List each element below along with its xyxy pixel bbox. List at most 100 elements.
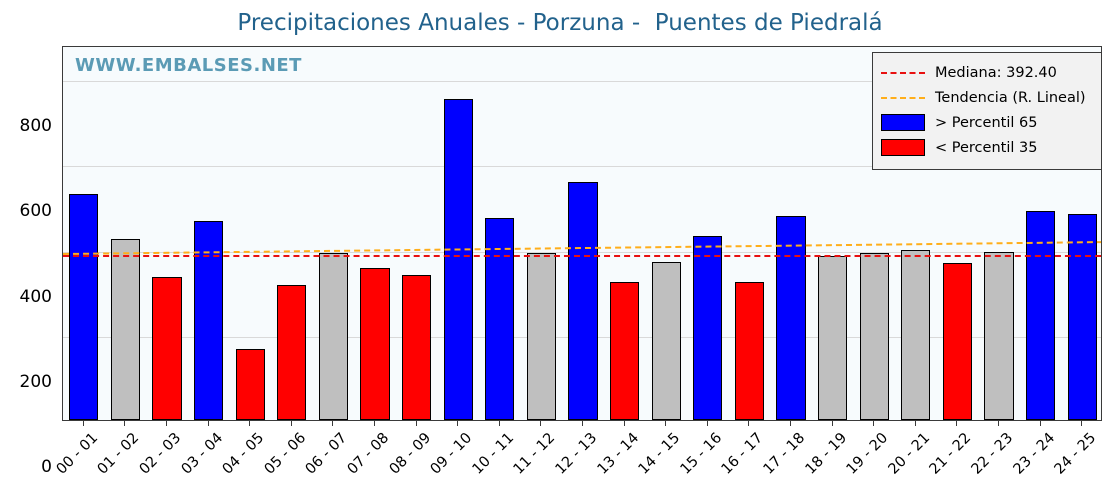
bar xyxy=(194,221,224,420)
x-tick-label: 09 - 10 xyxy=(427,430,476,478)
bar xyxy=(610,281,640,420)
x-tick-mark xyxy=(415,421,417,426)
x-tick-mark xyxy=(790,421,791,426)
x-tick-mark xyxy=(1081,421,1083,426)
bar xyxy=(1067,213,1097,420)
y-tick-label: 200 xyxy=(19,371,52,392)
x-tick-label: 06 - 07 xyxy=(303,430,351,478)
y-tick-label: 600 xyxy=(19,201,52,222)
x-tick-mark xyxy=(457,421,459,426)
x-tick-label: 21 - 22 xyxy=(927,430,975,478)
x-tick-label: 02 - 03 xyxy=(136,430,185,478)
x-tick-label: 18 - 19 xyxy=(802,430,850,478)
x-tick-label: 22 - 23 xyxy=(968,430,1017,478)
y-axis: 0 200 400 600 800 xyxy=(0,46,1120,477)
x-tick-mark xyxy=(914,421,916,426)
x-tick-mark xyxy=(540,421,542,426)
x-tick-label: 19 - 20 xyxy=(843,430,892,478)
x-tick-mark xyxy=(332,421,334,426)
x-tick-mark xyxy=(82,421,84,426)
x-tick-mark xyxy=(956,421,958,426)
x-tick-mark xyxy=(124,421,126,426)
x-tick-label: 15 - 16 xyxy=(677,430,726,478)
bar xyxy=(110,238,140,420)
x-tick-mark xyxy=(207,421,209,426)
legend-item-median-line: Mediana: 392.40 xyxy=(881,60,1093,85)
x-tick-mark xyxy=(831,421,833,426)
x-tick-label: 17 - 18 xyxy=(760,430,809,478)
bar xyxy=(776,216,806,420)
x-tick-label: 13 - 14 xyxy=(594,430,642,478)
x-tick-mark xyxy=(873,421,875,426)
x-tick-mark xyxy=(374,421,375,426)
bar xyxy=(901,250,931,420)
x-tick-label: 04 - 05 xyxy=(219,430,268,478)
legend-label: > Percentil 65 xyxy=(935,114,1038,131)
legend-item-low-bars: < Percentil 35 xyxy=(881,135,1093,160)
x-tick-mark xyxy=(582,421,583,426)
bar xyxy=(1026,210,1056,420)
legend-swatch-line xyxy=(881,96,925,99)
bar xyxy=(360,267,390,420)
x-tick-label: 12 - 13 xyxy=(552,430,601,478)
bar xyxy=(318,252,348,420)
y-tick-label: 0 xyxy=(41,457,52,477)
x-tick-mark xyxy=(998,421,999,426)
bar xyxy=(69,194,99,420)
x-tick-mark xyxy=(623,421,625,426)
bar xyxy=(859,252,889,420)
legend-item-high-bars: > Percentil 65 xyxy=(881,110,1093,135)
bar xyxy=(152,276,182,420)
legend-swatch-patch xyxy=(881,114,925,131)
legend-label: < Percentil 35 xyxy=(935,139,1038,156)
bar xyxy=(984,252,1014,420)
bar xyxy=(693,235,723,420)
legend-swatch-line xyxy=(881,71,925,74)
x-tick-label: 08 - 09 xyxy=(386,430,434,478)
bar xyxy=(734,281,764,420)
x-tick-label: 24 - 25 xyxy=(1051,430,1100,478)
x-tick-label: 05 - 06 xyxy=(261,430,310,478)
page-title: Precipitaciones Anuales - Porzuna - Puen… xyxy=(237,10,883,36)
x-tick-label: 10 - 11 xyxy=(469,430,518,478)
x-tick-mark xyxy=(498,421,500,426)
bar xyxy=(526,253,556,420)
x-tick-mark xyxy=(166,421,167,426)
legend-swatch-patch xyxy=(881,139,925,156)
legend-label: Tendencia (R. Lineal) xyxy=(935,89,1086,106)
x-tick-mark xyxy=(1039,421,1041,426)
legend-label: Mediana: 392.40 xyxy=(935,64,1057,81)
x-axis: 00 - 01 01 - 02 02 - 03 03 - 04 04 - 05 05 - … xyxy=(53,421,1102,495)
legend-item-trend-line: Tendencia (R. Lineal) xyxy=(881,85,1093,110)
x-tick-label: 07 - 08 xyxy=(344,430,393,478)
x-tick-mark xyxy=(748,421,750,426)
bar xyxy=(277,284,307,420)
bar xyxy=(485,218,515,420)
bar xyxy=(402,274,432,420)
x-tick-mark xyxy=(706,421,708,426)
x-tick-label: 01 - 02 xyxy=(95,430,143,478)
x-tick-mark xyxy=(290,421,292,426)
watermark: WWW.EMBALSES.NET xyxy=(75,55,302,76)
x-tick-label: 16 - 17 xyxy=(719,430,767,478)
y-tick-label: 800 xyxy=(19,116,52,137)
x-tick-label: 14 - 15 xyxy=(635,430,684,478)
x-tick-mark xyxy=(249,421,251,426)
bar xyxy=(651,262,681,420)
y-tick-label: 400 xyxy=(19,286,52,307)
x-tick-label: 20 - 21 xyxy=(885,430,934,478)
bar xyxy=(942,263,972,420)
x-tick-label: 03 - 04 xyxy=(178,430,226,478)
median-line xyxy=(63,254,1101,257)
bar xyxy=(443,98,473,420)
x-tick-mark xyxy=(665,421,667,426)
bar xyxy=(235,349,265,420)
bar xyxy=(568,181,598,420)
legend: Mediana: 392.40 Tendencia (R. Lineal) > Pe… xyxy=(872,52,1102,170)
gridline xyxy=(63,81,1101,83)
gridline xyxy=(63,166,1101,168)
x-tick-label: 11 - 12 xyxy=(511,430,559,478)
x-tick-label: 23 - 24 xyxy=(1010,430,1058,478)
x-tick-label: 00 - 01 xyxy=(53,430,102,478)
bar xyxy=(818,256,848,420)
